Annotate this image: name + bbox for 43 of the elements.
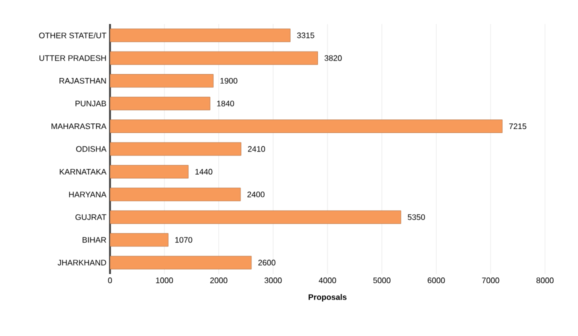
data-label: 1070 (175, 237, 192, 243)
x-tick-label: 7000 (482, 278, 500, 284)
y-tick-label: BIHAR (82, 237, 106, 243)
bar (110, 256, 252, 270)
y-tick-label: UTTER PRADESH (40, 55, 106, 61)
bar (110, 120, 503, 133)
y-tick-label: HARYANA (69, 192, 106, 198)
bar (110, 142, 242, 156)
bar (110, 188, 241, 202)
x-tick-label: 5000 (373, 278, 390, 284)
data-label: 3820 (324, 55, 342, 61)
x-tick-label: 3000 (264, 278, 282, 284)
data-label: 1900 (220, 78, 238, 84)
bar (110, 51, 318, 65)
y-tick-label: MAHARASTRA (52, 123, 106, 130)
bar (110, 210, 402, 224)
bar (110, 74, 214, 88)
data-label: 3315 (297, 32, 314, 38)
y-tick-label: OTHER STATE/UT (39, 32, 106, 38)
bar (110, 165, 189, 178)
data-label: 1440 (195, 168, 212, 175)
data-label: 2400 (247, 192, 265, 198)
y-tick-label: KARNATAKA (60, 168, 106, 174)
data-label: 2410 (248, 146, 266, 152)
x-tick-label: 0 (108, 278, 112, 284)
y-tick-label: ODISHA (76, 146, 106, 152)
bar (110, 233, 168, 247)
x-tick-label: 6000 (428, 278, 445, 284)
data-label: 2600 (258, 260, 276, 266)
x-tick-label: 8000 (536, 278, 554, 284)
bar (110, 96, 210, 110)
y-tick-label: RAJASTHAN (60, 78, 106, 84)
data-label: 5350 (408, 214, 425, 220)
y-tick-label: JHARKHAND (58, 260, 106, 266)
x-tick-label: 4000 (318, 278, 336, 284)
x-axis-title: Proposals (308, 294, 347, 302)
x-tick-label: 1000 (156, 278, 173, 284)
bar (110, 28, 290, 42)
y-tick-label: PUNJAB (76, 100, 106, 106)
data-label: 1840 (217, 100, 234, 106)
x-tick-label: 2000 (210, 278, 228, 284)
y-tick-label: GUJRAT (75, 214, 106, 220)
data-label: 7215 (509, 123, 526, 130)
